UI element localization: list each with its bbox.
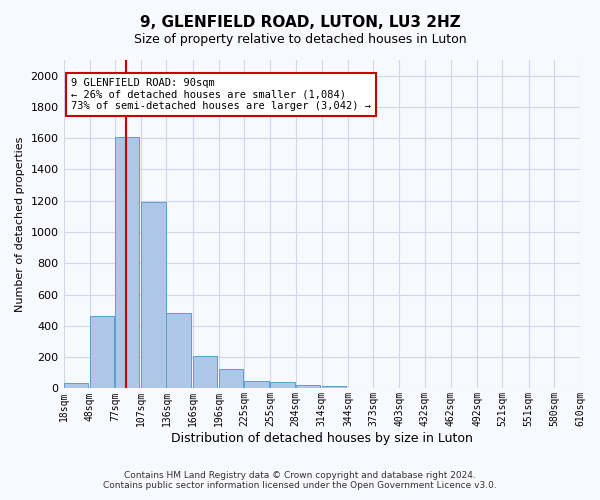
Bar [244,380,269,388]
Text: 9 GLENFIELD ROAD: 90sqm
← 26% of detached houses are smaller (1,084)
73% of semi: 9 GLENFIELD ROAD: 90sqm ← 26% of detache… [71,78,371,112]
Text: Contains HM Land Registry data © Crown copyright and database right 2024.
Contai: Contains HM Land Registry data © Crown c… [103,470,497,490]
Bar [90,316,114,388]
Bar [322,386,346,388]
Y-axis label: Number of detached properties: Number of detached properties [15,136,25,312]
Bar [64,383,88,388]
Bar [193,356,217,388]
Bar [219,369,243,388]
Bar [296,384,320,388]
Text: 9, GLENFIELD ROAD, LUTON, LU3 2HZ: 9, GLENFIELD ROAD, LUTON, LU3 2HZ [140,15,460,30]
X-axis label: Distribution of detached houses by size in Luton: Distribution of detached houses by size … [171,432,473,445]
Bar [166,312,191,388]
Bar [141,202,166,388]
Bar [270,382,295,388]
Bar [115,136,139,388]
Text: Size of property relative to detached houses in Luton: Size of property relative to detached ho… [134,32,466,46]
